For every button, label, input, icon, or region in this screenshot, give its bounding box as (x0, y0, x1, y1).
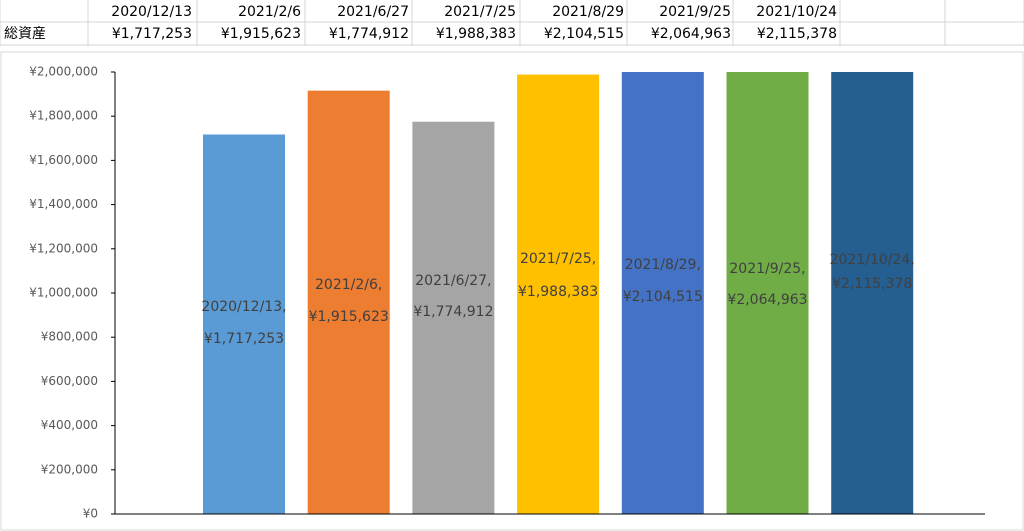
bar (307, 90, 390, 514)
plot-area (203, 72, 914, 514)
sheet-grid (0, 0, 1024, 46)
y-tick-label: ¥0 (83, 507, 98, 521)
y-tick-label: ¥2,000,000 (29, 65, 98, 79)
y-tick-label: ¥1,800,000 (29, 109, 98, 123)
bar (203, 134, 285, 514)
data-label-category: 2021/8/29, (625, 257, 701, 273)
header-cell: 2021/8/29 (552, 4, 624, 20)
y-tick-label: ¥200,000 (41, 462, 98, 476)
data-label-value: ¥2,115,378 (832, 276, 912, 292)
category-text: 2020/12/13 (201, 299, 282, 315)
header-cell: 2021/7/25 (444, 4, 516, 20)
data-label-category: 2021/9/25, (729, 261, 805, 277)
category-text: 2021/7/25 (520, 251, 592, 267)
separator: , (378, 277, 382, 293)
category-text: 2021/9/25 (729, 261, 801, 277)
value-cell: ¥2,115,378 (757, 26, 837, 42)
data-label-value: ¥1,774,912 (413, 304, 493, 320)
y-tick-label: ¥1,000,000 (29, 286, 98, 300)
data-label-value: ¥1,915,623 (309, 309, 389, 325)
row-label: 総資産 (4, 26, 46, 42)
header-cell: 2021/9/25 (659, 4, 731, 20)
separator: , (487, 273, 491, 289)
category-text: 2021/6/27 (415, 273, 487, 289)
separator: , (592, 251, 596, 267)
y-tick-label: ¥1,600,000 (29, 153, 98, 167)
y-tick-label: ¥1,400,000 (29, 197, 98, 211)
separator: , (282, 299, 286, 315)
data-label-value: ¥1,988,383 (518, 284, 598, 300)
bar (831, 72, 914, 514)
category-text: 2021/2/6 (315, 277, 378, 293)
data-label-category: 2021/6/27, (415, 273, 491, 289)
header-cell: 2020/12/13 (111, 4, 192, 20)
y-tick-label: ¥600,000 (41, 374, 98, 388)
data-label-category: 2020/12/13, (201, 299, 286, 315)
y-tick-label: ¥1,200,000 (29, 241, 98, 255)
value-cell: ¥2,104,515 (544, 26, 624, 42)
data-label-value: ¥2,104,515 (623, 289, 703, 305)
header-cell: 2021/2/6 (238, 4, 301, 20)
bar (621, 72, 704, 514)
value-cell: ¥2,064,963 (651, 26, 731, 42)
value-cell: ¥1,717,253 (112, 26, 192, 42)
separator: , (696, 257, 700, 273)
bar (412, 121, 495, 514)
category-text: 2021/10/24 (830, 252, 911, 268)
separator: , (910, 252, 914, 268)
value-cell: ¥1,988,383 (436, 26, 516, 42)
sheet-background (0, 0, 1024, 48)
header-cell: 2021/6/27 (337, 4, 409, 20)
separator: , (801, 261, 805, 277)
value-cell: ¥1,774,912 (329, 26, 409, 42)
data-label-value: ¥2,064,963 (727, 292, 807, 308)
header-cell: 2021/10/24 (756, 4, 837, 20)
bar (517, 74, 600, 514)
value-cell: ¥1,915,623 (221, 26, 301, 42)
data-label-category: 2021/7/25, (520, 251, 596, 267)
bar (726, 72, 809, 514)
y-tick-label: ¥800,000 (41, 330, 98, 344)
y-tick-label: ¥400,000 (41, 418, 98, 432)
category-text: 2021/8/29 (625, 257, 697, 273)
data-label-category: 2021/10/24, (830, 252, 915, 268)
data-label-value: ¥1,717,253 (204, 331, 284, 347)
data-label-category: 2021/2/6, (315, 277, 382, 293)
